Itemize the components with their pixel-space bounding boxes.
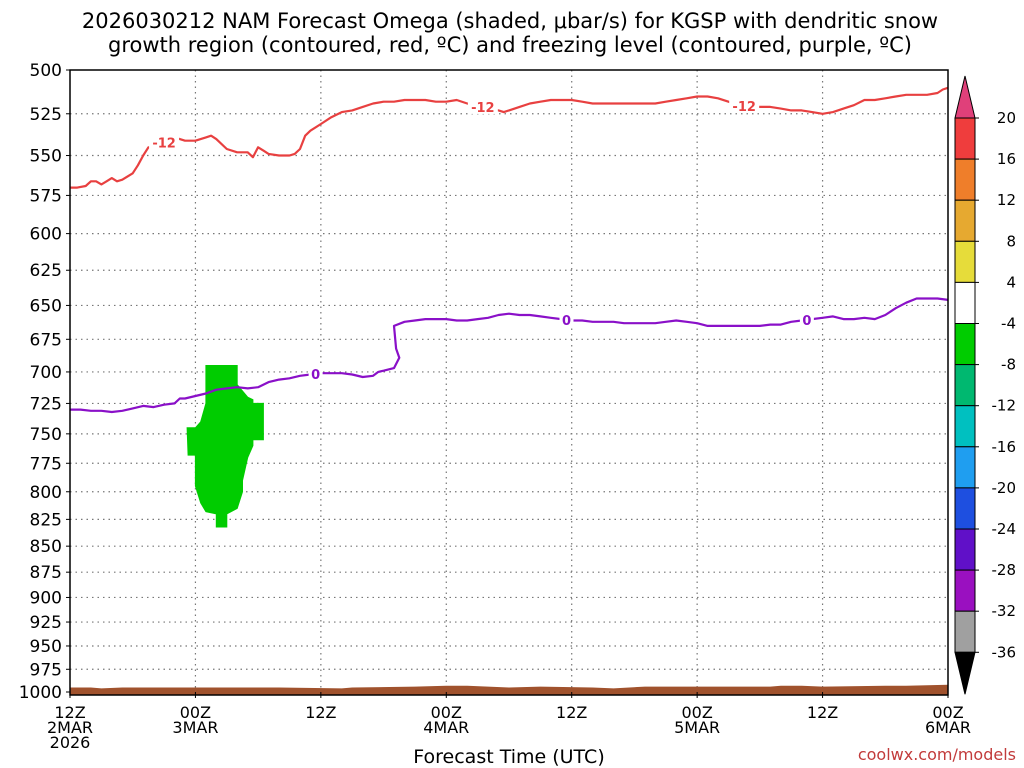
colorbar-swatch [954,117,976,160]
colorbar-swatch [954,528,976,571]
x-tick-label: 00Z [932,703,963,722]
colorbar-label: 4 [1006,273,1016,291]
colorbar-swatch [954,281,976,324]
y-tick-label: 725 [30,394,62,414]
contour-label-bg [799,311,814,327]
y-tick-label: 775 [30,454,62,474]
colorbar-label: -16 [992,438,1017,456]
colorbar: 20 16 12 8 4 -4 -8 -12 -16 -20 -24 -28 -32 -36 [954,75,1017,695]
contour-label: -12 [732,100,756,115]
y-tick-label: 600 [30,225,62,245]
colorbar-label: -8 [1001,356,1016,374]
y-tick-label: 675 [30,330,62,350]
y-tick-label: 975 [30,660,62,680]
contour-label: 0 [311,368,320,383]
colorbar-top-arrow [954,75,976,119]
colorbar-label: 12 [997,191,1016,209]
contour-label-bg [308,365,323,381]
colorbar-swatch [954,610,976,653]
colorbar-label: 20 [997,109,1016,127]
y-tick-label: 875 [30,563,62,583]
y-tick-label: 500 [30,61,62,81]
y-tick-label: 575 [30,186,62,206]
colorbar-swatch [954,569,976,612]
colorbar-swatch [954,323,976,366]
colorbar-label: 8 [1006,232,1016,250]
colorbar-label: -12 [992,397,1017,415]
colorbar-swatch [954,487,976,530]
colorbar-label: -32 [992,602,1017,620]
y-tick-label: 800 [30,483,62,503]
colorbar-label: -4 [1001,315,1016,333]
colorbar-swatch [954,199,976,242]
y-tick-label: 700 [30,363,62,383]
colorbar-label: 16 [997,150,1016,168]
x-tick-label: 3MAR [172,718,218,737]
contour-label: 0 [802,314,811,329]
x-tick-label: 00Z [681,703,712,722]
y-tick-label: 525 [30,105,62,125]
contour-label-bg [467,98,498,114]
omega-shaded-region [186,365,264,528]
y-tick-label: 625 [30,261,62,281]
colorbar-label: -20 [992,479,1017,497]
colorbar-swatch [954,240,976,283]
y-tick-label: 850 [30,537,62,557]
x-tick-label: 2026 [50,733,91,752]
colorbar-label: -36 [992,643,1017,661]
contour-label: -12 [471,101,495,116]
grid-lines [70,70,948,692]
y-tick-label: 900 [30,588,62,608]
x-tick-label: 12Z [305,703,336,722]
colorbar-swatch [954,446,976,489]
y-tick-label: 925 [30,613,62,633]
terrain-fill [70,684,948,695]
y-tick-label: 750 [30,425,62,445]
plot-frame [69,69,949,696]
colorbar-swatch [954,158,976,201]
x-axis-title: Forecast Time (UTC) [413,746,604,768]
x-tick-label: 6MAR [925,718,971,737]
contour-label-bg [149,134,180,150]
x-tick-label: 12Z [556,703,587,722]
contour-label: 0 [562,314,571,329]
x-tick-label: 5MAR [674,718,720,737]
x-tick-label: 2MAR [47,718,93,737]
colorbar-swatch [954,364,976,407]
y-tick-label: 550 [30,147,62,167]
y-axis: 500 525 550 575 600 625 650 675 700 725 750 775 800 8… [19,61,70,703]
colorbar-bottom-arrow [954,651,976,695]
colorbar-label: -28 [992,561,1017,579]
y-tick-label: 825 [30,510,62,530]
chart-title-line-2: growth region (contoured, red, ºC) and f… [108,33,912,57]
credit-text[interactable]: coolwx.com/models [858,745,1016,764]
dendritic-isotherm-line [70,86,949,189]
contour-label: -12 [152,136,176,151]
x-tick-label: 12Z [807,703,838,722]
y-tick-label: 950 [30,637,62,657]
x-tick-label: 00Z [431,703,462,722]
x-tick-label: 4MAR [423,718,469,737]
omega-shading [70,365,948,695]
contour-label-bg [559,311,574,327]
colorbar-label: -24 [992,520,1017,538]
contours: -12 -12 -12 0 0 0 [70,86,949,414]
x-tick-label: 00Z [180,703,211,722]
freezing-level-line [70,297,949,414]
y-tick-label: 1000 [19,683,62,703]
y-tick-label: 650 [30,296,62,316]
colorbar-swatch [954,405,976,448]
x-tick-label: 12Z [54,703,85,722]
contour-label-bg [729,98,760,114]
chart-title-line-1: 2026030212 NAM Forecast Omega (shaded, μ… [82,9,938,33]
